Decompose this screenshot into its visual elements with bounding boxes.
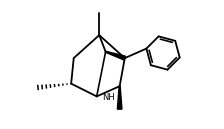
Polygon shape: [117, 86, 122, 109]
Text: NH: NH: [102, 93, 115, 102]
Polygon shape: [106, 51, 125, 60]
